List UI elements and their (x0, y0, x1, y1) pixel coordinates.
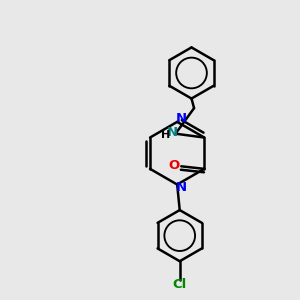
Text: N: N (176, 112, 187, 125)
Text: N: N (167, 126, 178, 139)
Text: H: H (161, 130, 170, 140)
Text: N: N (176, 181, 187, 194)
Text: Cl: Cl (172, 278, 187, 291)
Text: O: O (169, 159, 180, 172)
